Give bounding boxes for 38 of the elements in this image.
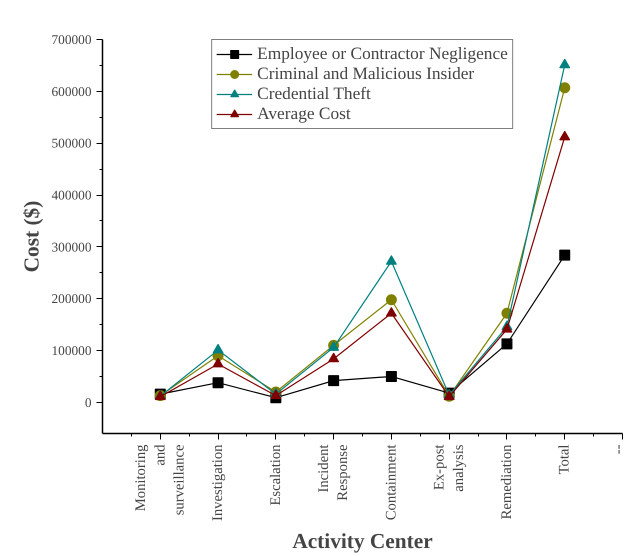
point [212, 358, 224, 368]
point [559, 82, 570, 94]
y-axis-title: Cost ($) [20, 200, 44, 272]
x-tick-label: Monitoring and surveillance [133, 444, 188, 516]
y-tick-label: 700000 [52, 32, 92, 47]
legend-label: Average Cost [257, 104, 351, 124]
point [559, 130, 570, 140]
point [212, 344, 224, 354]
point [328, 352, 340, 362]
point [501, 338, 512, 350]
point [386, 370, 397, 382]
x-tick-label: Remediation [498, 444, 515, 520]
point [386, 294, 397, 306]
point [328, 375, 340, 386]
y-tick-label: 100000 [52, 343, 92, 358]
point [559, 250, 570, 261]
x-tick-label: Ex-post analysis [432, 444, 467, 492]
y-tick-label: 400000 [52, 188, 92, 203]
point [386, 306, 397, 317]
point [386, 255, 397, 265]
y-tick-label: 0 [84, 394, 92, 410]
point [559, 58, 570, 68]
x-axis-title: Activity Center [292, 529, 434, 554]
point [501, 323, 512, 333]
x-tick-label: Incident Response [316, 444, 352, 501]
x-tick-label: Escalation [268, 444, 284, 506]
y-tick-label: 200000 [52, 291, 92, 306]
legend-label: Employee or Contractor Negligence [257, 44, 508, 64]
point [212, 377, 224, 388]
x-tick-label: Containment [383, 444, 400, 520]
x-tick-label: -- [610, 444, 626, 454]
legend-label: Credential Theft [257, 84, 371, 104]
y-tick-label: 600000 [52, 84, 92, 99]
legend-label: Criminal and Malicious Insider [257, 64, 474, 84]
y-tick-label: 500000 [52, 136, 92, 151]
x-tick-label: Investigation [210, 444, 226, 522]
y-tick-label: 300000 [52, 239, 92, 254]
x-tick-label: Total [556, 444, 573, 474]
